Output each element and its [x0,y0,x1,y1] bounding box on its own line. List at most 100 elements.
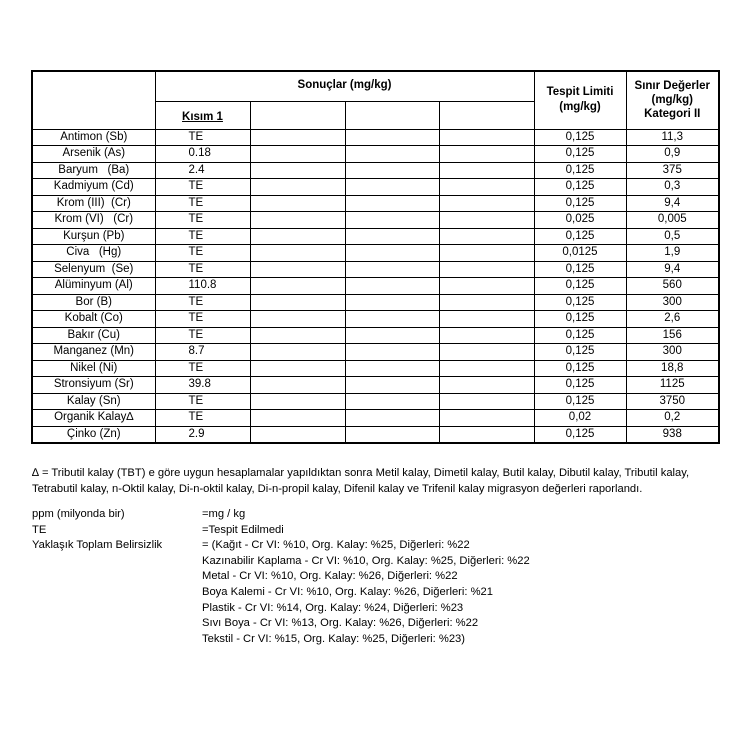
result-cell: TE [154,293,251,311]
empty-cell [249,161,346,179]
empty-cell [249,343,346,361]
result-cell: TE [154,194,251,212]
detection-limit-cell: 0,125 [533,343,627,361]
element-cell: Stronsiyum (Sr) [31,376,156,394]
definitions-list: ppm (milyonda bir) =mg / kg TE =Tespit Edil… [32,507,530,647]
definition-row: Kazınabilir Kaplama - Cr VI: %10, Org. K… [32,554,530,570]
result-cell: 8.7 [154,343,251,361]
table-row: Bakır (Cu) TE 0,125 156 [31,326,720,344]
detection-limit-cell: 0,125 [533,392,627,410]
definition-key [32,616,202,632]
detection-limit-cell: 0,125 [533,293,627,311]
definition-value: Plastik - Cr VI: %14, Org. Kalay: %24, D… [202,601,464,614]
result-cell: TE [154,178,251,196]
element-cell: Nikel (Ni) [31,359,156,377]
detection-limit-cell: 0,025 [533,211,627,229]
header-detection-limit: Tespit Limiti (mg/kg) [533,70,627,130]
limit-value-cell: 9,4 [625,260,720,278]
definition-row: TE =Tespit Edilmedi [32,523,530,539]
empty-cell [344,128,440,146]
empty-cell [249,145,346,163]
table-row: Kobalt (Co) TE 0,125 2,6 [31,310,720,328]
empty-cell [344,211,440,229]
definition-row: Plastik - Cr VI: %14, Org. Kalay: %24, D… [32,601,530,617]
empty-cell [438,425,535,444]
definition-value: Sıvı Boya - Cr VI: %13, Org. Kalay: %26,… [202,617,479,630]
empty-cell [344,310,440,328]
header-empty-col [249,100,346,130]
empty-cell [249,310,346,328]
empty-cell [344,293,440,311]
definition-key [32,569,202,585]
empty-cell [438,326,535,344]
element-cell: Manganez (Mn) [31,343,156,361]
table-row: Baryum (Ba) 2.4 0,125 375 [31,161,720,179]
limit-value-cell: 0,3 [625,178,720,196]
empty-cell [344,392,440,410]
definition-row: Tekstil - Cr VI: %15, Org. Kalay: %25, D… [32,632,530,648]
table-row: Nikel (Ni) TE 0,125 18,8 [31,359,720,377]
header-empty-col [344,100,440,130]
empty-cell [344,376,440,394]
result-cell: TE [154,326,251,344]
limit-value-cell: 375 [625,161,720,179]
empty-cell [249,178,346,196]
detection-limit-cell: 0,125 [533,277,627,295]
definition-key [32,554,202,570]
table-row: Manganez (Mn) 8.7 0,125 300 [31,343,720,361]
detection-limit-cell: 0,125 [533,128,627,146]
table-row: Stronsiyum (Sr) 39.8 0,125 1125 [31,376,720,394]
limit-value-cell: 2,6 [625,310,720,328]
table-row: Bor (B) TE 0,125 300 [31,293,720,311]
header-empty [31,70,156,130]
limit-value-cell: 9,4 [625,194,720,212]
detection-limit-cell: 0,125 [533,194,627,212]
table-row: Antimon (Sb) TE 0,125 11,3 [31,128,720,146]
limit-value-cell: 300 [625,293,720,311]
result-cell: 2.9 [154,425,251,444]
table-row: Krom (III) (Cr) TE 0,125 9,4 [31,194,720,212]
empty-cell [344,260,440,278]
limit-value-cell: 156 [625,326,720,344]
definition-key [32,632,202,648]
definition-value: Tekstil - Cr VI: %15, Org. Kalay: %25, D… [202,632,465,645]
element-cell: Kobalt (Co) [31,310,156,328]
table-row: Arsenik (As) 0.18 0,125 0,9 [31,145,720,163]
limit-value-cell: 3750 [625,392,720,410]
result-cell: 39.8 [154,376,251,394]
footnote-delta: ∆ = Tributil kalay (TBT) e göre uygun he… [32,467,690,495]
empty-cell [344,343,440,361]
table-row: Selenyum (Se) TE 0,125 9,4 [31,260,720,278]
detection-limit-cell: 0,125 [533,227,627,245]
detection-limit-cell: 0,0125 [533,244,627,262]
table-row: Civa (Hg) TE 0,0125 1,9 [31,244,720,262]
empty-cell [249,194,346,212]
element-cell: Baryum (Ba) [31,161,156,179]
definition-value: Metal - Cr VI: %10, Org. Kalay: %26, Diğ… [202,570,458,583]
empty-cell [438,145,535,163]
detection-limit-cell: 0,02 [533,409,627,427]
empty-cell [438,409,535,427]
result-cell: TE [154,260,251,278]
detection-limit-cell: 0,125 [533,425,627,444]
definition-row: Sıvı Boya - Cr VI: %13, Org. Kalay: %26,… [32,616,530,632]
definition-row: ppm (milyonda bir) =mg / kg [32,507,530,523]
empty-cell [249,260,346,278]
table-row: Kurşun (Pb) TE 0,125 0,5 [31,227,720,245]
empty-cell [438,343,535,361]
element-cell: Kadmiyum (Cd) [31,178,156,196]
element-cell: Selenyum (Se) [31,260,156,278]
limit-value-cell: 11,3 [625,128,720,146]
definition-key: TE [32,523,47,536]
empty-cell [249,392,346,410]
empty-cell [344,326,440,344]
empty-cell [438,376,535,394]
limit-value-cell: 938 [625,425,720,444]
empty-cell [438,178,535,196]
element-cell: Çinko (Zn) [31,425,156,444]
results-table: Sonuçlar (mg/kg) Tespit Limiti (mg/kg) S… [31,70,720,444]
header-limit-values: Sınır Değerler (mg/kg) Kategori II [625,70,720,130]
empty-cell [438,227,535,245]
empty-cell [344,277,440,295]
table-row: Organik Kalay∆ TE 0,02 0,2 [31,409,720,427]
